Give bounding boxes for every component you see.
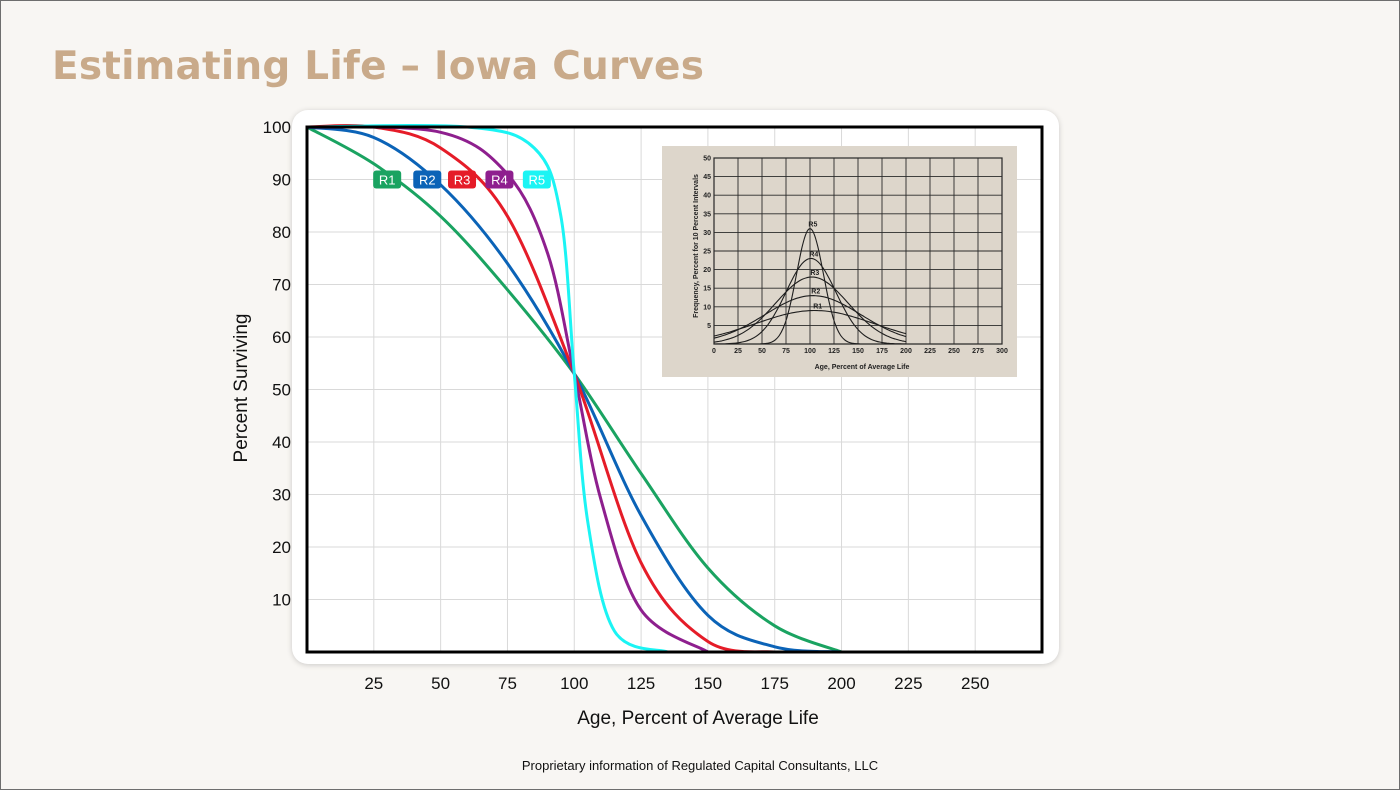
series-lines — [306, 123, 843, 654]
inset-x-tick-label: 150 — [852, 348, 864, 355]
series-line-r5 — [306, 123, 669, 654]
x-axis-label: Age, Percent of Average Life — [577, 708, 819, 729]
x-tick-label: 100 — [560, 674, 588, 693]
inset-y-tick-label: 45 — [703, 174, 711, 181]
series-badge-bg — [522, 170, 551, 189]
series-badge-r2: R2 — [413, 170, 442, 189]
inset-y-tick-label: 10 — [703, 304, 711, 311]
frequency-curve-inset: R1 R2 R3 R4 R5 0 25 50 75 100 125 150 175 200 225 250 2… — [662, 146, 1017, 377]
plot-frame — [305, 125, 1044, 654]
y-tick-label: 50 — [272, 381, 291, 400]
inset-y-tick-label: 40 — [703, 193, 711, 200]
inset-x-tick-label: 175 — [876, 348, 888, 355]
series-badge-bg — [413, 170, 442, 189]
inset-series-label: R5 — [808, 222, 817, 229]
series-line-r4 — [306, 125, 709, 654]
series-badge-r5: R5 — [522, 170, 551, 189]
inset-y-tick-label: 35 — [703, 211, 711, 218]
footer-note: Proprietary information of Regulated Cap… — [521, 758, 879, 773]
inset-y-tick-label: 50 — [703, 156, 711, 163]
y-tick-label: 80 — [272, 223, 291, 242]
axis-ticks: 25 50 75 100 125 150 175 200 225 2501020304050607… — [263, 118, 990, 693]
x-tick-label: 25 — [364, 674, 383, 693]
frequency-curve-chart: R1 R2 R3 R4 R5 0 25 50 75 100 125 150 175 200 225 250 2… — [693, 156, 1008, 372]
series-labels: R1 R2 R3 R4 R5 — [373, 170, 551, 189]
series-label: R1 — [379, 173, 396, 188]
x-tick-label: 75 — [498, 674, 517, 693]
inset-y-tick-label: 30 — [703, 230, 711, 237]
series-label: R5 — [529, 173, 546, 188]
y-tick-label: 30 — [272, 486, 291, 505]
y-axis-label: Percent Surviving — [231, 314, 252, 463]
x-tick-label: 50 — [431, 674, 450, 693]
y-tick-label: 100 — [263, 118, 291, 137]
series-label: R3 — [454, 173, 471, 188]
slide-title: Estimating Life – Iowa Curves — [52, 44, 705, 89]
x-tick-label: 225 — [894, 674, 922, 693]
series-label: R4 — [491, 173, 508, 188]
inset-x-tick-label: 125 — [828, 348, 840, 355]
inset-y-tick-label: 25 — [703, 249, 711, 256]
inset-series-label: R4 — [809, 251, 818, 258]
inset-x-tick-label: 25 — [734, 348, 742, 355]
inset-series-lines — [713, 228, 907, 345]
inset-x-tick-label: 300 — [996, 348, 1008, 355]
series-badge-bg — [373, 170, 402, 189]
inset-series-label: R2 — [811, 289, 820, 296]
x-tick-label: 175 — [761, 674, 789, 693]
inset-y-tick-label: 20 — [703, 267, 711, 274]
inset-x-tick-label: 225 — [924, 348, 936, 355]
inset-x-axis-label: Age, Percent of Average Life — [815, 364, 910, 371]
x-tick-label: 125 — [627, 674, 655, 693]
inset-series-label: R1 — [813, 304, 822, 311]
inset-series-label: R3 — [810, 270, 819, 277]
inset-y-tick-label: 15 — [703, 286, 711, 293]
inset-series-line-r3 — [713, 276, 907, 343]
x-tick-label: 150 — [694, 674, 722, 693]
inset-series-line-r1 — [713, 309, 907, 337]
inset-x-tick-label: 0 — [712, 348, 716, 355]
series-badge-r3: R3 — [448, 170, 477, 189]
inset-x-tick-label: 75 — [782, 348, 790, 355]
y-tick-label: 60 — [272, 328, 291, 347]
series-line-r3 — [306, 123, 775, 654]
inset-series-line-r4 — [713, 257, 906, 345]
series-badge-bg — [485, 170, 514, 189]
y-tick-label: 70 — [272, 276, 291, 295]
inset-axis-ticks: 0 25 50 75 100 125 150 175 200 225 250 275 300 5 10 15 2… — [703, 156, 1008, 356]
inset-series-line-r5 — [713, 228, 906, 345]
series-badge-r4: R4 — [485, 170, 514, 189]
x-tick-label: 250 — [961, 674, 989, 693]
inset-series-line-r2 — [713, 295, 907, 339]
series-badge-bg — [448, 170, 477, 189]
x-tick-label: 200 — [827, 674, 855, 693]
inset-x-tick-label: 200 — [900, 348, 912, 355]
y-tick-label: 20 — [272, 538, 291, 557]
inset-x-tick-label: 100 — [804, 348, 816, 355]
series-badge-r1: R1 — [373, 170, 402, 189]
y-tick-label: 40 — [272, 433, 291, 452]
y-tick-label: 90 — [272, 171, 291, 190]
inset-series-labels: R1 R2 R3 R4 R5 — [808, 222, 822, 311]
inset-y-tick-label: 5 — [707, 323, 711, 330]
inset-x-tick-label: 275 — [972, 348, 984, 355]
inset-x-tick-label: 50 — [758, 348, 766, 355]
inset-x-tick-label: 250 — [948, 348, 960, 355]
y-tick-label: 10 — [272, 591, 291, 610]
inset-grid-lines — [713, 157, 1003, 345]
series-label: R2 — [419, 173, 436, 188]
inset-y-axis-label: Frequency, Percent for 10 Percent Interv… — [693, 174, 700, 318]
